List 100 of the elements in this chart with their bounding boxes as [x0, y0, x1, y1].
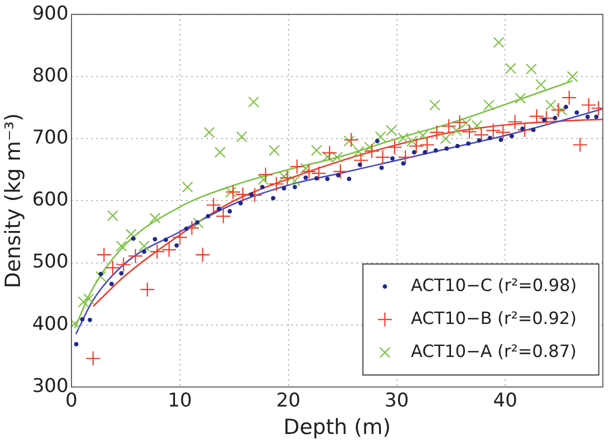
- point: [374, 131, 386, 142]
- y-tick-label: 700: [32, 126, 68, 149]
- point: [514, 92, 526, 104]
- y-axis-title: Density (kg m⁻³): [1, 113, 26, 288]
- point: [493, 36, 504, 48]
- point: [358, 162, 362, 167]
- point: [476, 138, 482, 143]
- point: [301, 164, 317, 180]
- point: [138, 240, 150, 252]
- point: [249, 192, 254, 197]
- y-tick-label: 400: [32, 312, 68, 335]
- point: [594, 114, 598, 120]
- point: [268, 176, 284, 192]
- point: [289, 175, 300, 186]
- point: [556, 104, 568, 116]
- point: [142, 249, 146, 254]
- point: [386, 124, 397, 136]
- point: [292, 184, 298, 190]
- point: [574, 110, 579, 115]
- point: [398, 132, 409, 144]
- x-tick-label: 40: [493, 389, 518, 412]
- line-series: [75, 108, 603, 335]
- point: [474, 127, 489, 142]
- point: [248, 96, 260, 108]
- point: [420, 137, 435, 152]
- point: [206, 197, 222, 213]
- point: [303, 176, 308, 180]
- point: [344, 132, 359, 148]
- point: [483, 100, 494, 111]
- point: [83, 293, 94, 304]
- point: [486, 122, 501, 138]
- point: [128, 248, 144, 264]
- point: [225, 186, 236, 198]
- point: [336, 173, 340, 178]
- point: [206, 214, 210, 218]
- point: [278, 170, 290, 182]
- point: [353, 152, 369, 168]
- point: [466, 141, 471, 146]
- point: [550, 102, 566, 118]
- point: [182, 181, 194, 193]
- point: [322, 145, 338, 160]
- point: [353, 146, 364, 158]
- point: [88, 318, 92, 322]
- point: [552, 116, 558, 120]
- point: [387, 140, 402, 155]
- point: [495, 124, 511, 140]
- point: [192, 218, 204, 229]
- point: [346, 176, 352, 182]
- point: [322, 151, 333, 162]
- point: [572, 137, 588, 152]
- point: [161, 242, 177, 258]
- point: [332, 152, 343, 163]
- point: [510, 134, 514, 138]
- point: [441, 118, 456, 134]
- point: [109, 282, 114, 286]
- point: [444, 146, 449, 151]
- point: [80, 317, 85, 322]
- point: [412, 150, 416, 154]
- point: [172, 230, 188, 245]
- point: [535, 79, 547, 90]
- point: [325, 176, 330, 182]
- point: [228, 209, 232, 214]
- point: [107, 210, 118, 222]
- point: [545, 100, 556, 111]
- point: [538, 110, 554, 126]
- y-tick-label: 600: [32, 188, 68, 211]
- point: [280, 170, 295, 186]
- point: [310, 144, 322, 156]
- point: [238, 200, 243, 206]
- point: [429, 100, 440, 111]
- point: [332, 164, 348, 180]
- point: [131, 236, 136, 241]
- point: [398, 150, 414, 165]
- point: [408, 138, 424, 154]
- x-tick-label: 10: [168, 389, 192, 412]
- point: [216, 206, 222, 211]
- point: [564, 104, 568, 110]
- point: [116, 240, 127, 252]
- point: [86, 350, 101, 366]
- point: [184, 226, 189, 231]
- point: [270, 196, 276, 200]
- point: [452, 114, 468, 130]
- point: [140, 282, 155, 298]
- point: [531, 128, 536, 132]
- point: [258, 167, 274, 182]
- point: [390, 156, 395, 161]
- point: [260, 184, 265, 190]
- point: [440, 133, 452, 144]
- point: [375, 138, 380, 144]
- point: [289, 158, 305, 174]
- x-tick-label: 30: [384, 389, 409, 412]
- point: [460, 118, 472, 129]
- point: [375, 150, 390, 165]
- point: [300, 162, 312, 174]
- point: [258, 174, 269, 186]
- point: [116, 257, 132, 272]
- point: [498, 138, 504, 142]
- point: [247, 188, 262, 203]
- point: [195, 220, 200, 225]
- point: [406, 136, 418, 147]
